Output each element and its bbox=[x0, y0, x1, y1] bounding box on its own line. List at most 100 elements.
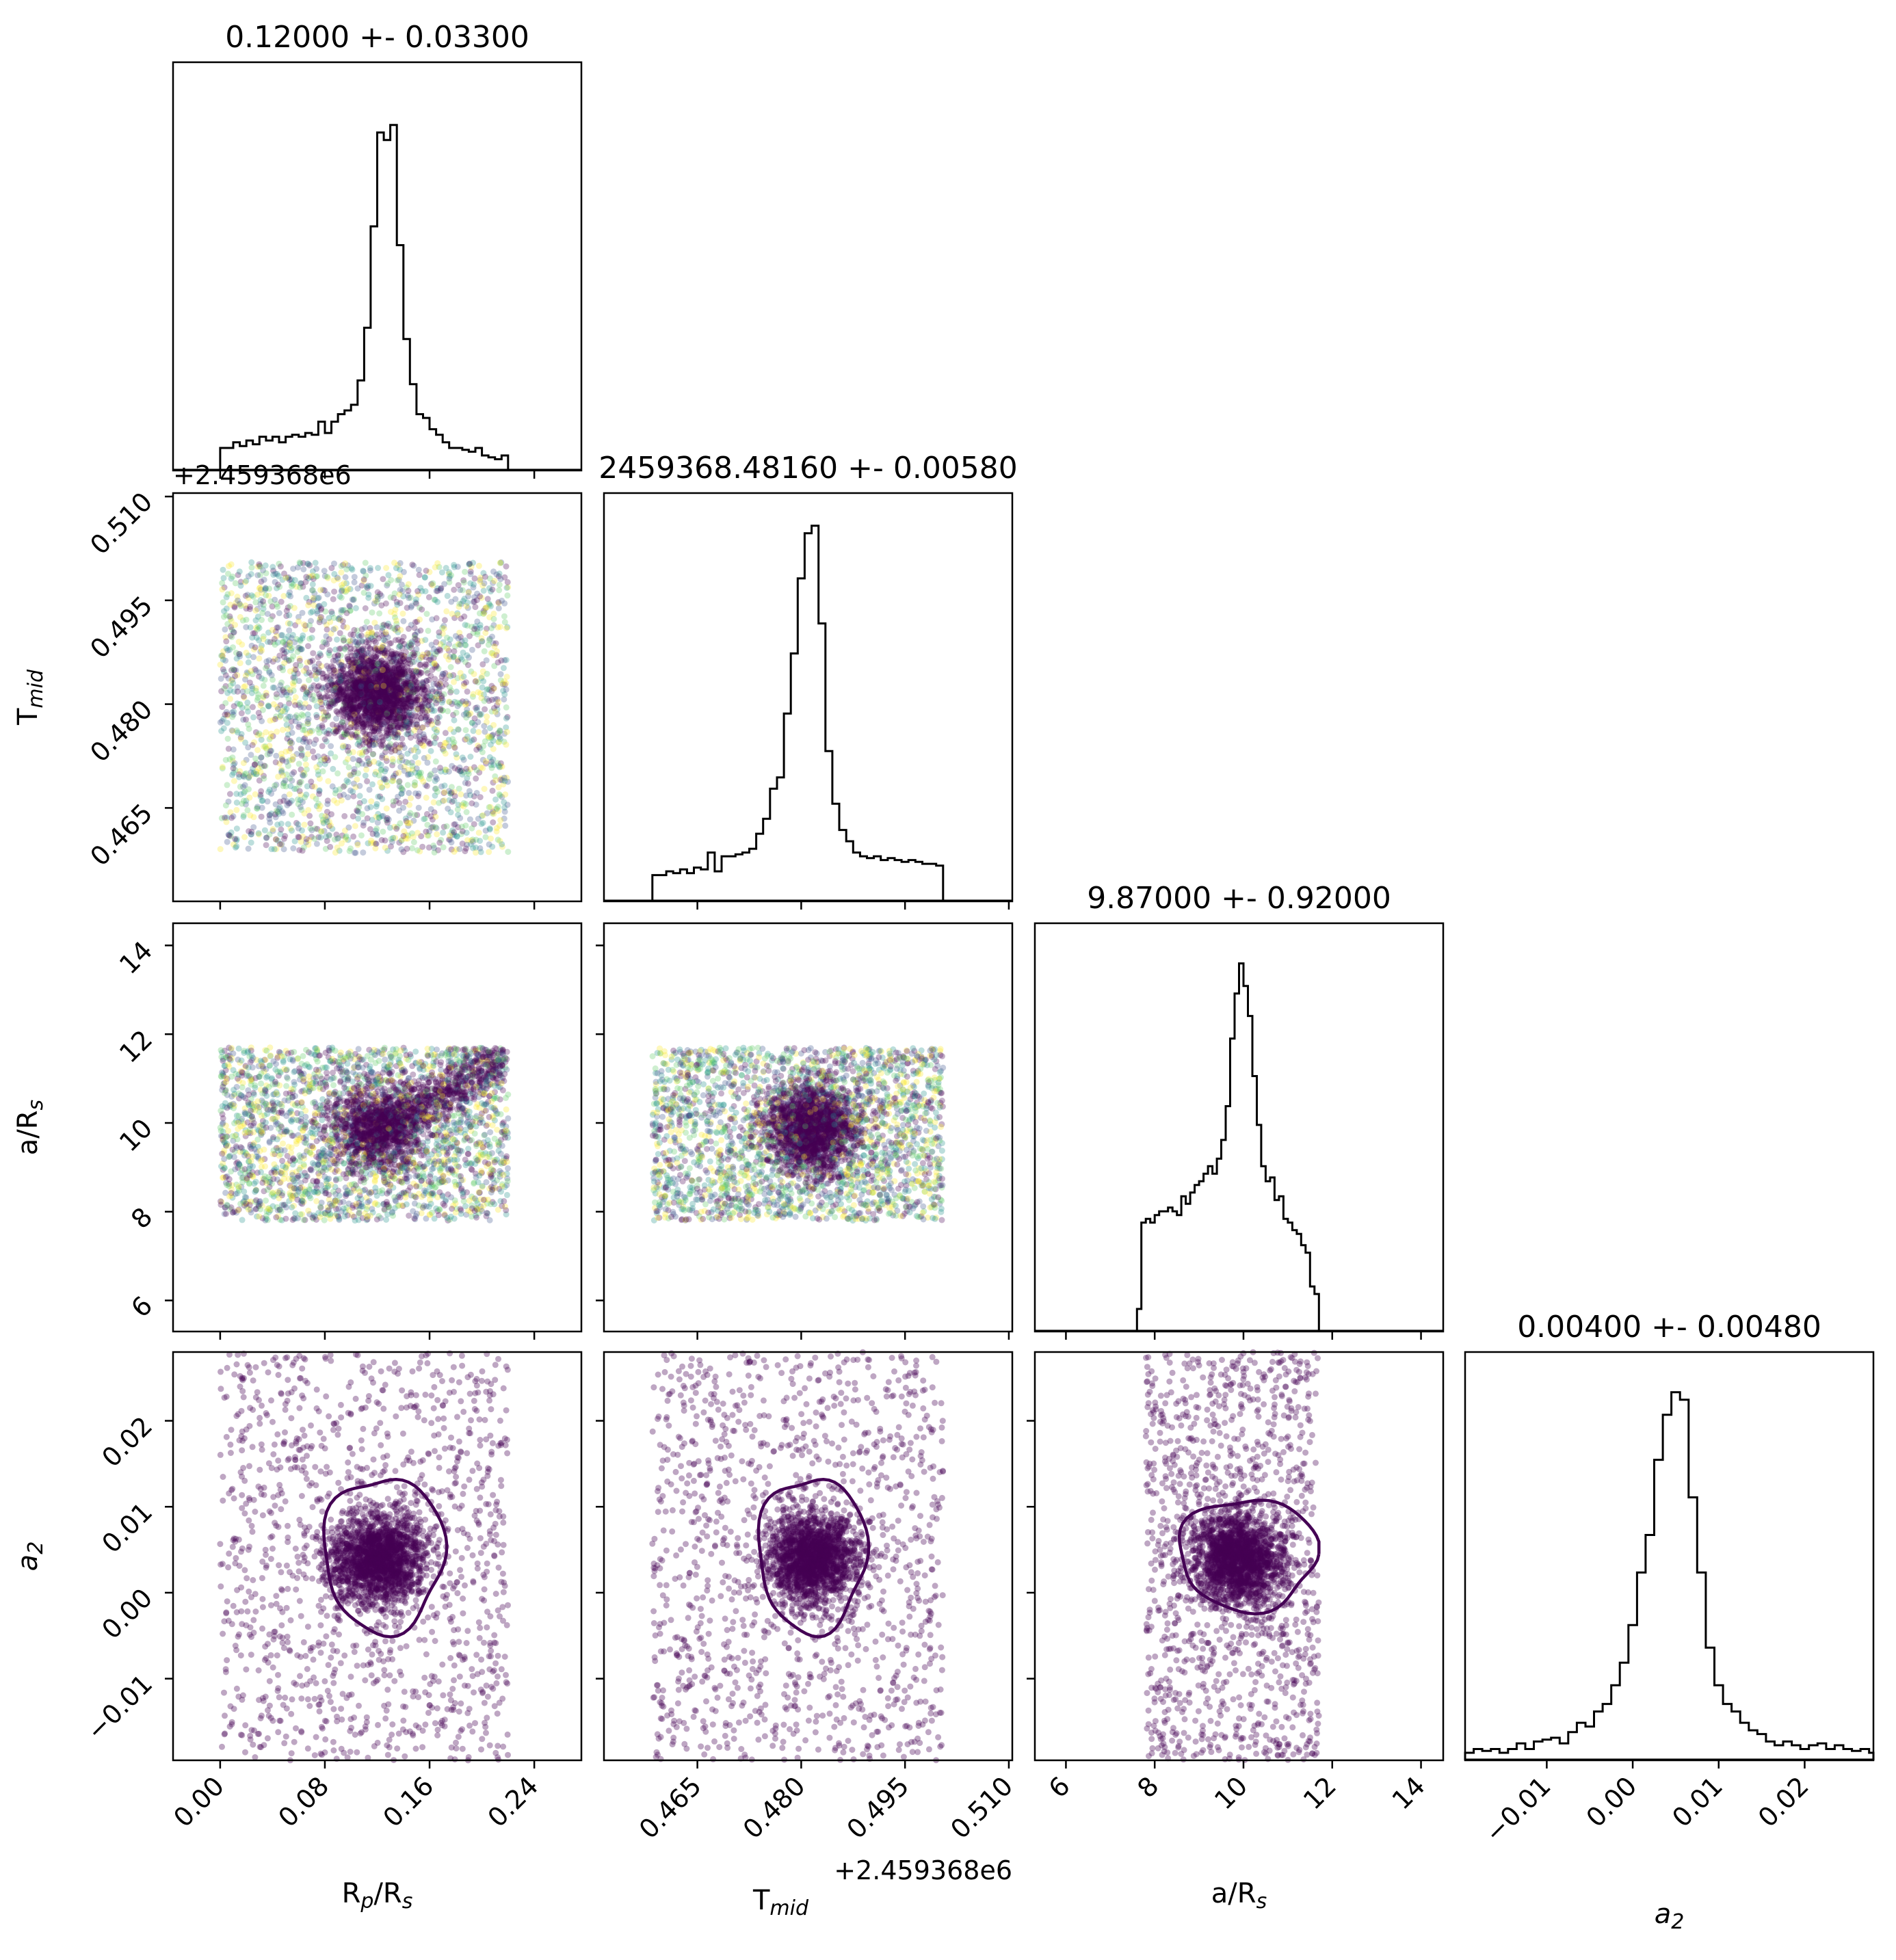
scatter-point bbox=[317, 587, 324, 594]
scatter-point bbox=[415, 566, 422, 573]
scatter-point bbox=[278, 826, 285, 833]
scatter-point bbox=[298, 766, 304, 773]
scatter-point bbox=[297, 584, 303, 591]
scatter-point bbox=[237, 582, 244, 589]
scatter-point bbox=[316, 693, 323, 700]
scatter-point bbox=[373, 624, 380, 631]
scatter-point bbox=[367, 826, 373, 832]
scatter-point bbox=[255, 709, 262, 716]
scatter-point bbox=[421, 735, 428, 742]
scatter-point bbox=[441, 782, 448, 789]
scatter-point bbox=[311, 835, 318, 842]
scatter-point bbox=[300, 621, 307, 628]
scatter-point bbox=[349, 596, 356, 603]
scatter-point bbox=[404, 605, 410, 611]
scatter-point bbox=[330, 673, 337, 680]
scatter-point bbox=[273, 752, 280, 759]
scatter-point bbox=[219, 652, 226, 659]
scatter-point bbox=[347, 716, 354, 723]
scatter-point bbox=[482, 827, 489, 834]
scatter-point bbox=[237, 736, 244, 743]
scatter-point bbox=[454, 703, 461, 710]
scatter-point bbox=[290, 753, 296, 760]
scatter-point bbox=[405, 587, 412, 594]
scatter-point bbox=[363, 686, 370, 693]
scatter-point bbox=[350, 596, 357, 602]
scatter-point bbox=[219, 765, 226, 772]
scatter-point bbox=[413, 646, 420, 652]
scatter-point bbox=[356, 757, 363, 764]
scatter-point bbox=[362, 671, 369, 678]
scatter-point bbox=[469, 838, 476, 845]
scatter-point bbox=[269, 684, 276, 691]
scatter-point bbox=[233, 825, 240, 832]
scatter-point bbox=[309, 581, 316, 587]
scatter-point bbox=[496, 823, 503, 830]
scatter-point bbox=[261, 776, 267, 782]
scatter-point bbox=[258, 737, 265, 743]
scatter-point bbox=[427, 806, 434, 812]
scatter-point bbox=[406, 720, 412, 727]
scatter-point bbox=[324, 687, 330, 694]
scatter-point bbox=[445, 698, 452, 705]
scatter-point bbox=[404, 700, 410, 706]
scatter-point bbox=[302, 694, 308, 701]
scatter-point bbox=[289, 811, 295, 818]
scatter-point bbox=[328, 663, 334, 670]
scatter-point bbox=[462, 622, 469, 628]
scatter-point bbox=[241, 788, 248, 795]
scatter-point bbox=[374, 682, 381, 689]
scatter-point bbox=[244, 807, 251, 814]
scatter-point bbox=[345, 585, 352, 592]
scatter-point bbox=[484, 713, 490, 720]
scatter-point bbox=[272, 836, 279, 843]
scatter-point bbox=[239, 800, 246, 807]
scatter-point bbox=[324, 838, 330, 845]
scatter-point bbox=[414, 830, 421, 836]
scatter-point bbox=[389, 677, 396, 684]
scatter-point bbox=[235, 639, 242, 645]
scatter-point bbox=[372, 717, 378, 724]
scatter-point bbox=[503, 657, 510, 663]
scatter-point bbox=[375, 694, 382, 701]
scatter-point bbox=[370, 710, 377, 716]
scatter-point bbox=[408, 604, 414, 611]
scatter-point bbox=[354, 695, 361, 702]
scatter-point bbox=[490, 610, 497, 617]
scatter-point bbox=[434, 719, 441, 726]
scatter-point bbox=[380, 637, 387, 644]
scatter-point bbox=[248, 592, 255, 599]
scatter-point bbox=[288, 656, 295, 663]
scatter-point bbox=[291, 678, 298, 685]
scatter-point bbox=[369, 817, 376, 823]
scatter-point bbox=[432, 564, 438, 570]
scatter-point bbox=[442, 750, 449, 757]
scatter-point bbox=[426, 717, 433, 724]
scatter-point bbox=[276, 610, 282, 616]
scatter-point bbox=[350, 813, 356, 820]
scatter-point bbox=[338, 685, 344, 691]
scatter-point bbox=[477, 622, 484, 628]
scatter-point bbox=[445, 768, 452, 775]
scatter-point bbox=[249, 742, 256, 748]
scatter-point bbox=[261, 763, 267, 769]
scatter-point bbox=[265, 703, 272, 710]
scatter-point bbox=[280, 772, 287, 779]
scatter-point bbox=[444, 635, 450, 641]
scatter-point bbox=[398, 846, 405, 853]
scatter-point bbox=[300, 686, 306, 693]
scatter-point bbox=[405, 581, 412, 587]
scatter-point bbox=[437, 765, 443, 771]
scatter-point bbox=[503, 1191, 510, 1198]
scatter-point bbox=[479, 819, 486, 826]
scatter-point bbox=[476, 711, 483, 717]
scatter-point bbox=[253, 805, 260, 812]
scatter-point bbox=[497, 576, 504, 583]
scatter-point bbox=[306, 622, 313, 628]
scatter-point bbox=[220, 574, 227, 581]
scatter-point bbox=[240, 812, 247, 819]
scatter-point bbox=[292, 694, 299, 700]
scatter-point bbox=[389, 756, 396, 763]
scatter-point bbox=[358, 637, 365, 644]
scatter-point bbox=[351, 579, 358, 585]
